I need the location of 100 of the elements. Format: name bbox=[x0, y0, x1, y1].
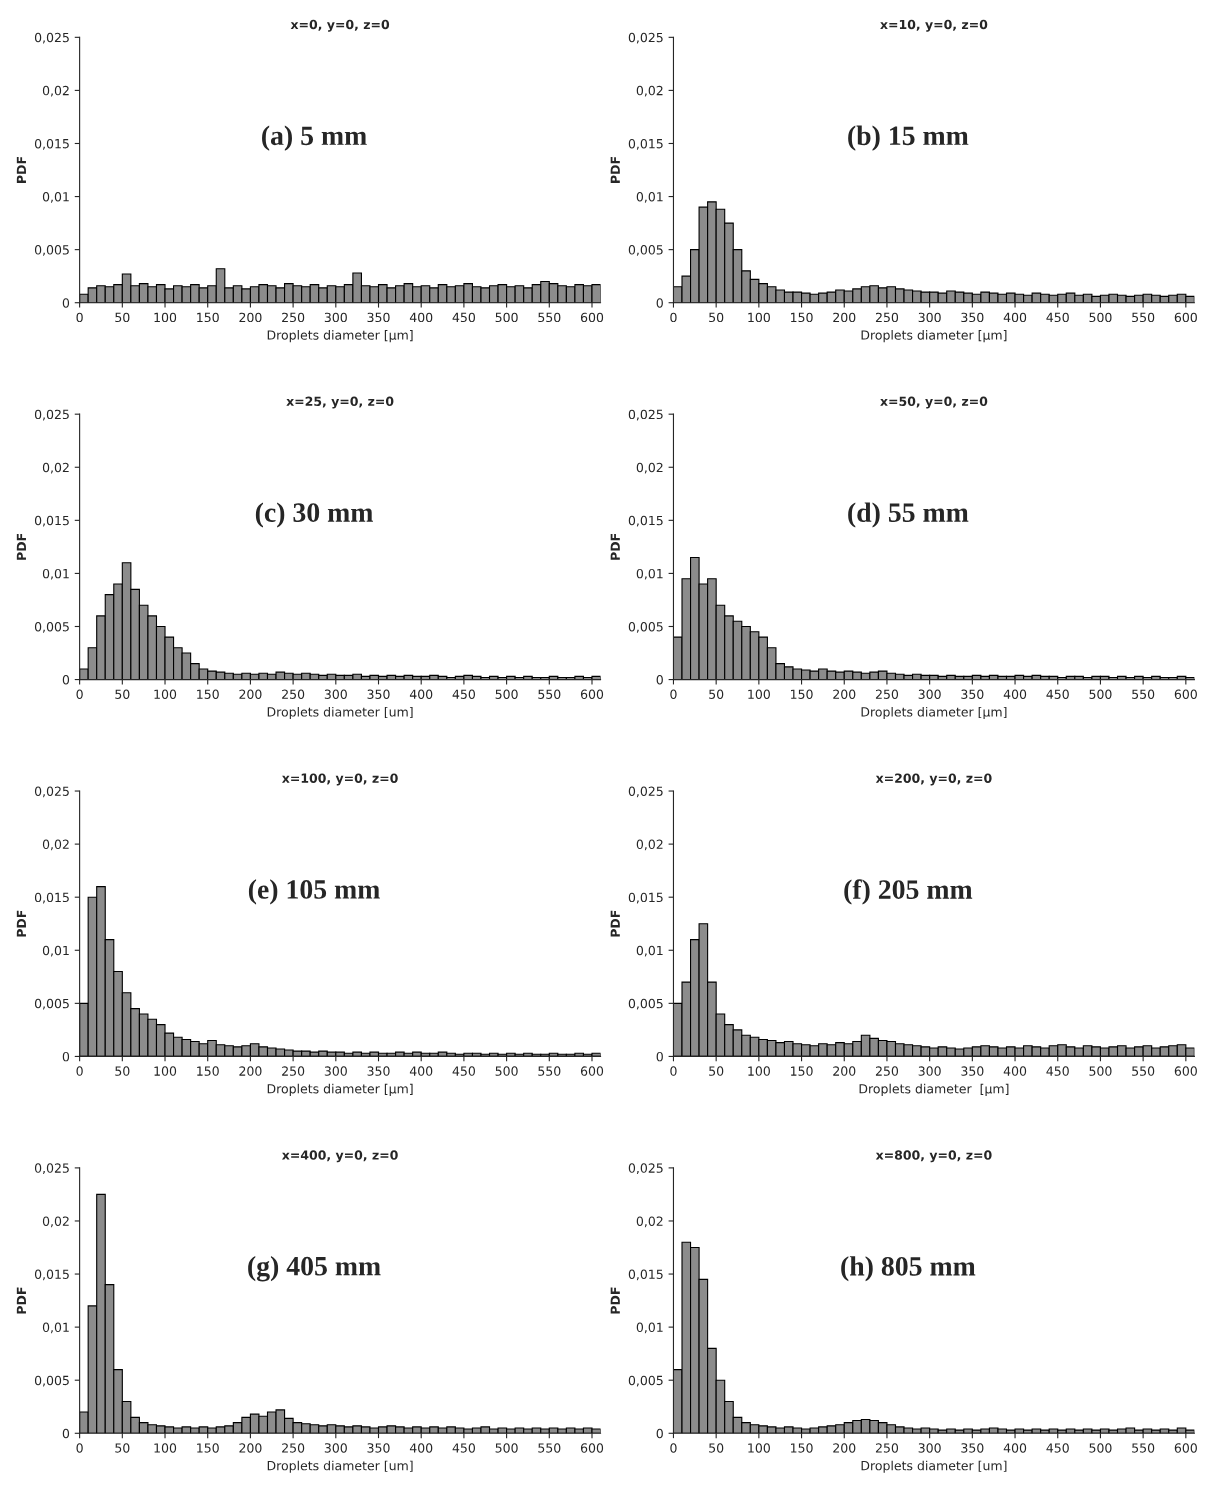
y-tick-label: 0,005 bbox=[34, 245, 69, 256]
x-axis-title: Droplets diameter [µm] bbox=[861, 706, 1007, 720]
x-tick-label: 150 bbox=[197, 1066, 219, 1076]
x-tick-label: 100 bbox=[154, 1066, 177, 1076]
x-tick-label: 250 bbox=[282, 689, 305, 699]
y-axis-title: PDF bbox=[610, 1287, 620, 1314]
chart-title: x=0, y=0, z=0 bbox=[290, 19, 390, 32]
x-tick-label: 350 bbox=[367, 1066, 390, 1076]
y-tick-label: 0,01 bbox=[636, 945, 663, 957]
x-tick-label: 500 bbox=[495, 1443, 518, 1453]
x-tick-label: 200 bbox=[833, 689, 856, 699]
annotation: (d) 55 mm bbox=[848, 502, 969, 528]
x-axis-title: Droplets diameter [um] bbox=[267, 1460, 413, 1473]
x-tick-label: 500 bbox=[495, 1066, 518, 1076]
x-tick-label: 400 bbox=[1003, 689, 1027, 699]
x-tick-label: 250 bbox=[875, 1066, 899, 1076]
x-tick-label: 100 bbox=[748, 1066, 770, 1076]
y-tick-label: 0,025 bbox=[34, 32, 69, 44]
y-tick-label: 0,005 bbox=[628, 1375, 663, 1387]
y-tick-label: 0,02 bbox=[636, 1216, 663, 1228]
annotation: (f) 205 mm bbox=[844, 879, 973, 905]
y-tick-label: 0,02 bbox=[636, 839, 663, 851]
chart-title: x=50, y=0, z=0 bbox=[880, 396, 988, 409]
x-tick-label: 450 bbox=[1046, 689, 1069, 699]
x-tick-label: 200 bbox=[239, 1443, 262, 1453]
x-tick-label: 150 bbox=[197, 689, 219, 699]
x-tick-label: 600 bbox=[1174, 1443, 1197, 1453]
chart-title: x=10, y=0, z=0 bbox=[880, 19, 988, 32]
y-tick-label: 0 bbox=[62, 1428, 70, 1439]
x-tick-label: 450 bbox=[452, 312, 475, 323]
x-tick-label: 300 bbox=[324, 1066, 347, 1076]
x-tick-label: 100 bbox=[748, 689, 770, 699]
x-tick-label: 0 bbox=[670, 689, 677, 699]
x-tick-label: 300 bbox=[324, 1443, 347, 1453]
x-tick-label: 450 bbox=[1046, 1443, 1069, 1453]
x-tick-label: 300 bbox=[918, 1443, 941, 1453]
y-tick-label: 0,015 bbox=[34, 892, 69, 904]
x-tick-label: 400 bbox=[409, 1066, 433, 1076]
y-tick-label: 0,01 bbox=[42, 192, 69, 203]
y-axis-title: PDF bbox=[16, 910, 26, 937]
y-tick-label: 0,02 bbox=[42, 462, 69, 474]
x-tick-label: 550 bbox=[1132, 689, 1155, 699]
x-tick-label: 550 bbox=[1132, 1443, 1155, 1453]
x-tick-label: 500 bbox=[495, 312, 518, 323]
y-tick-label: 0,015 bbox=[628, 515, 663, 527]
x-tick-label: 200 bbox=[833, 312, 856, 323]
x-tick-label: 100 bbox=[154, 689, 177, 699]
x-tick-label: 250 bbox=[282, 1066, 305, 1076]
chart-title: x=200, y=0, z=0 bbox=[875, 773, 992, 786]
x-tick-label: 50 bbox=[115, 312, 130, 323]
y-tick-label: 0,005 bbox=[34, 1375, 69, 1387]
x-tick-label: 150 bbox=[197, 1443, 219, 1453]
x-tick-label: 550 bbox=[1132, 312, 1155, 323]
y-tick-label: 0,01 bbox=[636, 568, 663, 580]
x-tick-label: 300 bbox=[918, 689, 941, 699]
y-tick-label: 0,02 bbox=[42, 839, 69, 851]
x-tick-label: 50 bbox=[115, 689, 130, 699]
y-tick-label: 0,02 bbox=[42, 85, 69, 97]
y-tick-label: 0,015 bbox=[628, 892, 663, 904]
annotation: (h) 805 mm bbox=[841, 1256, 976, 1282]
y-tick-label: 0,005 bbox=[34, 621, 69, 633]
y-tick-label: 0,01 bbox=[42, 568, 69, 580]
x-tick-label: 250 bbox=[282, 312, 305, 323]
x-tick-label: 450 bbox=[1046, 312, 1069, 323]
y-axis-title: PDF bbox=[16, 1287, 26, 1314]
x-tick-label: 600 bbox=[1174, 312, 1197, 323]
annotation: (g) 405 mm bbox=[248, 1256, 381, 1282]
x-tick-label: 150 bbox=[791, 312, 813, 323]
x-tick-label: 50 bbox=[709, 1066, 724, 1076]
x-tick-label: 350 bbox=[961, 689, 984, 699]
x-tick-label: 0 bbox=[76, 312, 83, 323]
x-tick-label: 300 bbox=[918, 1066, 941, 1076]
x-tick-label: 50 bbox=[709, 689, 724, 699]
y-tick-label: 0,025 bbox=[34, 1163, 69, 1175]
y-tick-label: 0,02 bbox=[42, 1216, 69, 1228]
x-tick-label: 100 bbox=[154, 1443, 177, 1453]
x-tick-label: 150 bbox=[197, 312, 219, 323]
x-tick-label: 550 bbox=[538, 1066, 561, 1076]
x-tick-label: 150 bbox=[791, 1066, 813, 1076]
x-tick-label: 600 bbox=[580, 1443, 604, 1453]
x-tick-label: 200 bbox=[239, 312, 262, 323]
x-tick-label: 450 bbox=[452, 1443, 475, 1453]
y-axis-title: PDF bbox=[16, 533, 26, 560]
y-tick-label: 0 bbox=[62, 675, 70, 685]
x-tick-label: 200 bbox=[833, 1066, 856, 1076]
y-tick-label: 0,005 bbox=[628, 245, 663, 256]
x-tick-label: 350 bbox=[367, 312, 390, 323]
x-tick-label: 0 bbox=[76, 1066, 83, 1076]
y-tick-label: 0,015 bbox=[628, 138, 663, 150]
x-tick-label: 250 bbox=[875, 1443, 899, 1453]
x-tick-label: 50 bbox=[709, 1443, 724, 1453]
y-tick-label: 0,015 bbox=[628, 1269, 663, 1281]
y-tick-label: 0,025 bbox=[628, 409, 663, 421]
x-tick-label: 500 bbox=[1089, 1066, 1112, 1076]
y-tick-label: 0,025 bbox=[628, 1163, 663, 1175]
annotation: (b) 15 mm bbox=[848, 125, 969, 151]
x-axis-title: Droplets diameter [um] bbox=[267, 706, 413, 720]
chart-title: x=100, y=0, z=0 bbox=[281, 773, 398, 786]
x-tick-label: 400 bbox=[1003, 1443, 1027, 1453]
x-tick-label: 500 bbox=[1089, 312, 1112, 323]
